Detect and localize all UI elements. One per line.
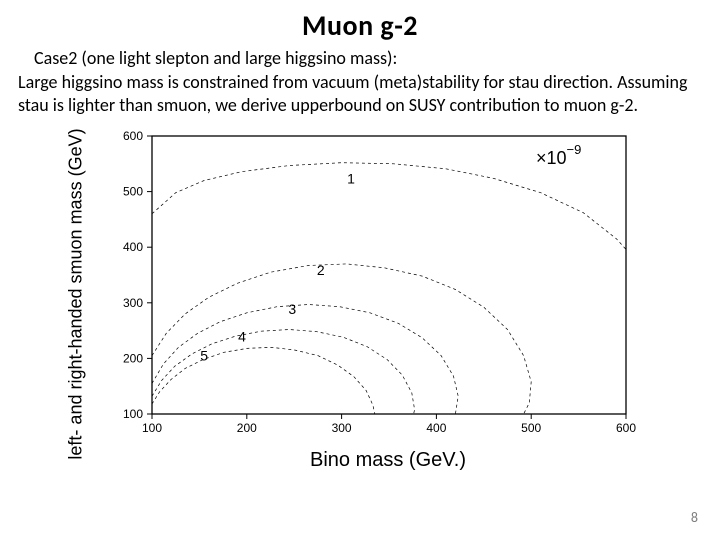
svg-text:400: 400 [426, 421, 446, 435]
page-title: Muon g-2 [18, 8, 702, 43]
svg-text:5: 5 [200, 347, 208, 363]
x-axis-label: Bino mass (GeV.) [310, 449, 466, 472]
svg-text:200: 200 [237, 421, 257, 435]
svg-text:3: 3 [288, 301, 296, 317]
svg-text:600: 600 [123, 129, 143, 143]
svg-text:200: 200 [123, 351, 143, 365]
svg-text:400: 400 [123, 240, 143, 254]
svg-text:4: 4 [238, 329, 246, 345]
svg-text:500: 500 [521, 421, 541, 435]
y-axis-label: left- and right-handed smuon mass (GeV) [66, 128, 87, 459]
svg-text:600: 600 [616, 421, 636, 435]
chart-svg: 100 200 300 400 500 600 100 200 300 400 500 600 1 2 3 4… [80, 124, 640, 454]
svg-text:100: 100 [142, 421, 162, 435]
svg-text:300: 300 [123, 296, 143, 310]
case-heading: Case2 (one light slepton and large higgs… [34, 47, 702, 69]
svg-text:1: 1 [347, 170, 355, 186]
body-text: Large higgsino mass is constrained from … [18, 71, 702, 118]
page-number: 8 [691, 509, 698, 526]
svg-text:300: 300 [332, 421, 352, 435]
contour-chart: left- and right-handed smuon mass (GeV) … [80, 124, 640, 464]
svg-text:500: 500 [123, 184, 143, 198]
svg-text:100: 100 [123, 407, 143, 421]
svg-text:2: 2 [317, 262, 325, 278]
